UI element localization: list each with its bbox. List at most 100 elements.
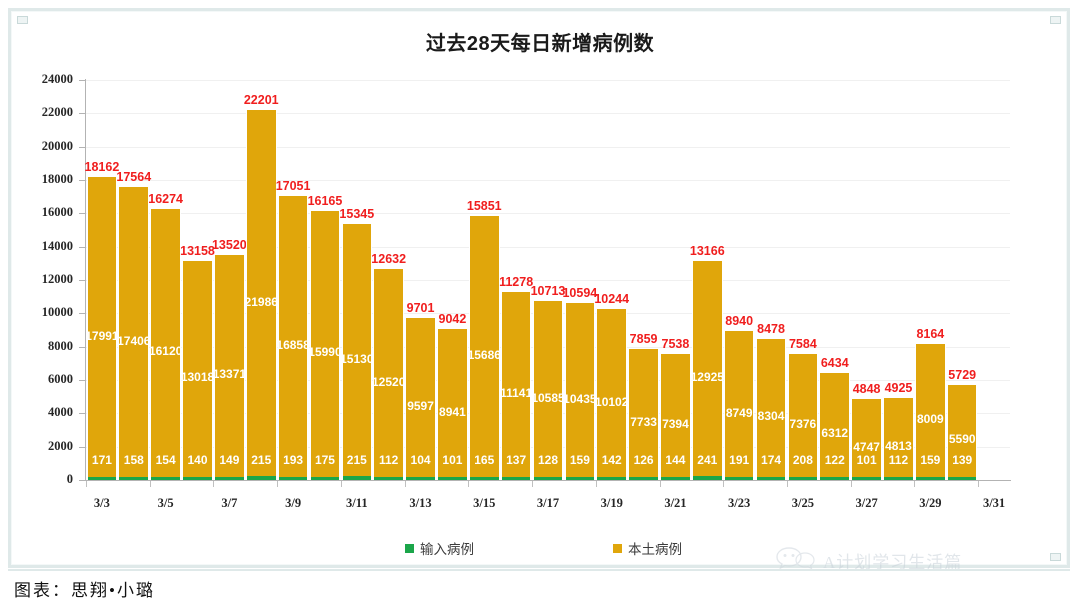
y-axis-label: 24000 — [41, 72, 73, 86]
x-axis-label: 3/11 — [346, 496, 368, 510]
green-square-icon — [405, 543, 414, 553]
bar-imported-cases[interactable] — [852, 477, 881, 480]
bar-imported-cases[interactable] — [246, 476, 276, 480]
bar-imported-value-label: 159 — [920, 453, 941, 467]
y-axis-label: 0 — [66, 472, 73, 486]
bar-imported-cases[interactable] — [215, 477, 244, 480]
bar-imported-cases[interactable] — [788, 476, 818, 480]
x-axis-tick — [914, 481, 916, 487]
bar-local-cases[interactable] — [277, 195, 309, 480]
bar-imported-cases[interactable] — [916, 477, 945, 480]
bar-imported-cases[interactable] — [87, 477, 117, 480]
bar-imported-cases[interactable] — [278, 476, 308, 480]
bar-imported-cases[interactable] — [820, 477, 850, 480]
bar-local-cases[interactable] — [373, 269, 404, 480]
bar-local-cases[interactable] — [150, 208, 181, 480]
x-axis-tick — [340, 481, 342, 487]
bar-imported-value-label: 171 — [91, 453, 112, 467]
bar-imported-value-label: 175 — [314, 453, 335, 467]
x-axis-label: 3/23 — [728, 496, 751, 510]
bar-imported-cases[interactable] — [724, 476, 754, 480]
bar-imported-cases[interactable] — [119, 477, 149, 480]
bar-local-cases[interactable] — [915, 343, 946, 480]
x-axis-label: 3/15 — [473, 496, 496, 510]
bar-local-cases[interactable] — [819, 372, 851, 480]
bar-imported-value-label: 149 — [219, 453, 240, 467]
bar-imported-cases[interactable] — [756, 477, 786, 480]
bar-local-cases[interactable] — [214, 254, 245, 480]
bar-imported-cases[interactable] — [501, 477, 531, 480]
legend-item-local[interactable]: 本土病例 — [613, 538, 682, 558]
frame-handle-top-left[interactable] — [17, 16, 28, 24]
legend-item-imported[interactable]: 输入病例 — [405, 538, 474, 558]
bar-local-cases[interactable] — [883, 397, 914, 480]
bar-imported-cases[interactable] — [533, 477, 563, 480]
legend-label-local: 本土病例 — [628, 542, 682, 557]
bar-local-cases[interactable] — [660, 354, 691, 480]
bar-local-cases[interactable] — [500, 292, 532, 480]
y-axis-label: 2000 — [48, 438, 73, 453]
bar-imported-value-label: 193 — [283, 453, 304, 467]
bar-local-cases[interactable] — [755, 338, 787, 480]
bar-imported-cases[interactable] — [151, 477, 180, 480]
bar-local-cases[interactable] — [692, 260, 723, 480]
bar-imported-cases[interactable] — [661, 477, 690, 480]
bar-local-cases[interactable] — [405, 318, 436, 480]
x-axis-tick — [595, 481, 597, 487]
bar-imported-cases[interactable] — [342, 476, 372, 480]
bar-local-cases[interactable] — [596, 309, 627, 480]
bar-local-cases[interactable] — [341, 224, 373, 480]
frame-handle-bottom-right[interactable] — [1050, 553, 1061, 561]
bar-imported-cases[interactable] — [597, 477, 626, 480]
bar-local-cases[interactable] — [723, 331, 755, 480]
frame-handle-top-right[interactable] — [1050, 16, 1061, 24]
bar-local-cases[interactable] — [182, 260, 213, 480]
y-axis-label: 8000 — [48, 338, 73, 353]
bar-local-cases[interactable] — [787, 353, 819, 480]
bar-imported-value-label: 191 — [729, 453, 750, 467]
bar-local-value-label: 8941 — [439, 404, 466, 419]
bar-local-cases[interactable] — [946, 384, 978, 480]
bar-local-cases[interactable] — [437, 329, 468, 480]
bar-imported-value-label: 144 — [665, 453, 686, 467]
bar-local-cases[interactable] — [86, 177, 118, 480]
bar-local-value-label: 15130 — [340, 352, 374, 367]
bar-imported-value-label: 101 — [856, 453, 877, 467]
bar-local-cases[interactable] — [118, 187, 150, 480]
bar-imported-cases[interactable] — [947, 477, 977, 480]
bar-imported-cases[interactable] — [693, 475, 722, 480]
bar-local-cases[interactable] — [564, 303, 596, 480]
x-axis-label: 3/27 — [855, 496, 878, 510]
bar-local-cases[interactable] — [532, 301, 564, 480]
bar-imported-cases[interactable] — [565, 477, 595, 480]
bar-local-value-label: 6312 — [821, 426, 849, 441]
bar-imported-cases[interactable] — [438, 477, 467, 480]
bar-imported-cases[interactable] — [406, 477, 435, 480]
bar-local-cases[interactable] — [309, 210, 341, 480]
x-axis-tick — [277, 481, 279, 487]
bar-imported-cases[interactable] — [183, 477, 212, 480]
y-axis-label: 22000 — [41, 105, 73, 120]
y-axis-tick — [79, 280, 86, 281]
y-axis-tick — [79, 413, 86, 415]
bar-imported-cases[interactable] — [310, 477, 340, 480]
bar-total-label: 16274 — [148, 191, 184, 206]
bar-imported-cases[interactable] — [884, 477, 913, 480]
footer-credit: 图表：思翔•小璐 — [14, 581, 155, 600]
y-axis-label: 12000 — [41, 272, 73, 286]
bar-local-value-label: 13018 — [180, 370, 215, 385]
y-axis-tick — [79, 446, 86, 448]
bar-imported-cases[interactable] — [374, 477, 403, 480]
bar-total-label: 7859 — [629, 332, 658, 347]
y-axis-tick — [79, 80, 86, 81]
bar-local-cases[interactable] — [245, 109, 277, 480]
x-axis-label: 3/3 — [93, 496, 110, 510]
bar-local-cases[interactable] — [851, 399, 882, 480]
bar-imported-cases[interactable] — [629, 477, 658, 480]
bar-local-value-label: 8304 — [757, 409, 785, 424]
bar-local-cases[interactable] — [468, 215, 500, 480]
x-axis-tick — [532, 481, 534, 487]
bar-imported-cases[interactable] — [469, 477, 499, 480]
bar-local-cases[interactable] — [628, 349, 659, 480]
